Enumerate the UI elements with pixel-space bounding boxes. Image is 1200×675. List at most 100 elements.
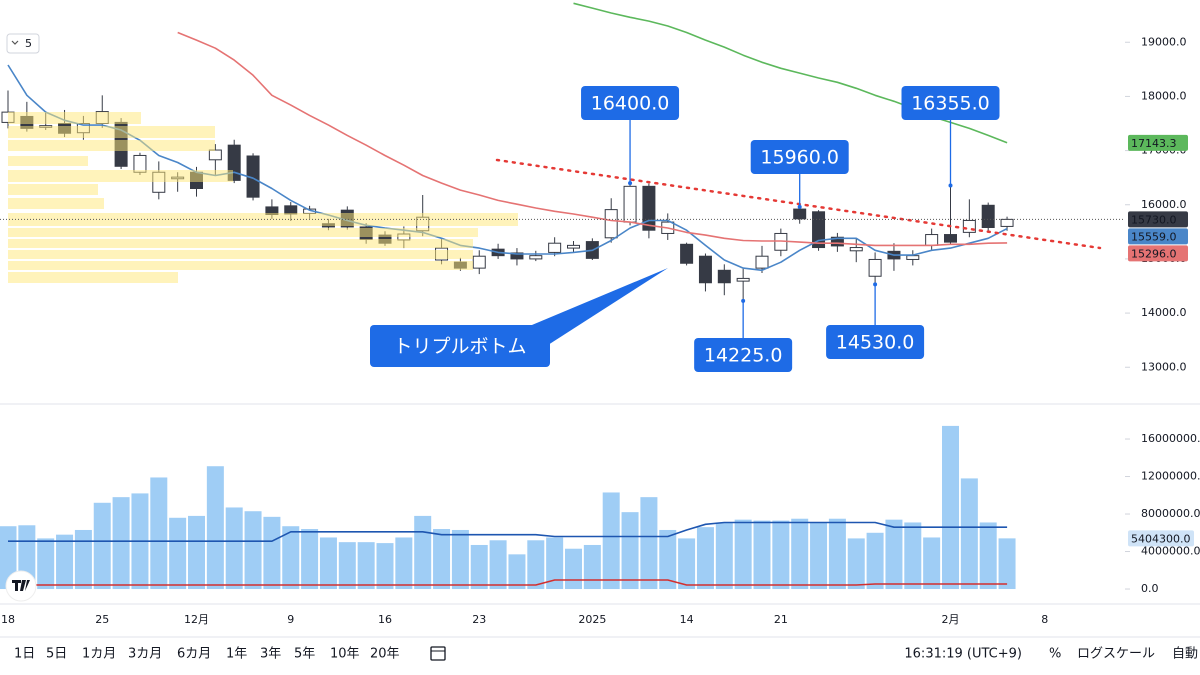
candle-body xyxy=(962,219,976,233)
callout-box xyxy=(901,86,1000,120)
volume-bar xyxy=(810,522,828,590)
interval-label[interactable]: 5 xyxy=(25,37,32,50)
percent-button[interactable]: % xyxy=(1049,647,1061,662)
y-tick-label: 16000.0 xyxy=(1141,198,1187,211)
overlay: 13000.014000.015000.016000.017000.018000… xyxy=(0,35,1200,626)
volume-bar xyxy=(979,522,997,590)
volume-bar xyxy=(56,534,74,590)
volume-bar xyxy=(696,527,714,590)
volume-bar xyxy=(489,540,507,590)
price-badge xyxy=(1128,228,1188,245)
volume-profile xyxy=(8,112,518,283)
volume-bar xyxy=(301,529,319,590)
candle-body xyxy=(906,255,920,260)
volume-bar xyxy=(565,548,582,590)
y-tick-label: 16000000.0 xyxy=(1141,432,1200,445)
callout-dot xyxy=(873,282,878,287)
volume-bar xyxy=(93,502,111,590)
price-badge-label: 15559.0 xyxy=(1131,230,1177,243)
volume-bar xyxy=(583,544,601,590)
volume-bar xyxy=(772,520,790,590)
price-badge-label: 15296.0 xyxy=(1131,247,1177,260)
x-tick-label: 21 xyxy=(774,613,788,626)
log-scale-button[interactable]: ログスケール xyxy=(1077,647,1155,662)
callout-label: 15960.0 xyxy=(760,147,839,169)
y-tick-label: 12000000.0 xyxy=(1141,470,1200,483)
volume-bar xyxy=(678,538,696,590)
candle-body xyxy=(208,149,222,161)
interval-button[interactable]: 5 xyxy=(6,33,40,54)
candle-body xyxy=(284,205,298,215)
volume-bar xyxy=(338,542,356,590)
volume-bar xyxy=(376,543,394,590)
volume-bar xyxy=(715,522,733,590)
volume-bar xyxy=(659,529,677,590)
volume-bar xyxy=(150,477,168,590)
volume-badge xyxy=(1128,530,1194,547)
range-button[interactable]: 1カ月 xyxy=(82,647,116,662)
range-button[interactable]: 1年 xyxy=(226,647,247,662)
range-button[interactable]: 3カ月 xyxy=(128,647,162,662)
range-button[interactable]: 1日 xyxy=(14,647,35,662)
x-tick-label: 16 xyxy=(378,613,392,626)
candle-body xyxy=(642,185,656,231)
y-tick-label: 0.0 xyxy=(1141,582,1159,595)
callout-label: 16400.0 xyxy=(591,93,670,115)
candle-body xyxy=(510,252,524,260)
callout-dot xyxy=(741,298,746,303)
moving-average xyxy=(7,64,1008,272)
volume-bar xyxy=(847,538,865,590)
volume-bar xyxy=(904,522,922,590)
volume-bar xyxy=(206,466,224,590)
auto-button[interactable]: 自動 xyxy=(1172,647,1198,662)
volume-bar xyxy=(433,529,451,590)
candle-body xyxy=(793,208,807,220)
x-tick-label: 25 xyxy=(95,613,109,626)
candle-body xyxy=(133,154,147,173)
callout-dot xyxy=(628,181,633,186)
x-tick-label: 18 xyxy=(1,613,15,626)
price-badge xyxy=(1128,134,1188,151)
volume-bar xyxy=(282,526,300,590)
y-tick-label: 4000000.0 xyxy=(1141,545,1200,558)
volume-bar xyxy=(998,538,1016,590)
volume-bar xyxy=(112,497,130,590)
y-tick-label: 8000000.0 xyxy=(1141,507,1200,520)
volume-bar xyxy=(244,511,262,590)
price-badge xyxy=(1128,245,1188,262)
callout-box xyxy=(750,140,849,174)
volume-bar xyxy=(508,554,526,590)
range-button[interactable]: 5日 xyxy=(46,647,67,662)
volume-bar xyxy=(74,529,92,590)
range-button[interactable]: 3年 xyxy=(260,647,281,662)
callout-dot xyxy=(797,204,802,209)
candle-body xyxy=(548,242,562,253)
volume-bar xyxy=(546,537,564,590)
callout-box xyxy=(826,325,925,359)
range-button[interactable]: 6カ月 xyxy=(177,647,211,662)
clock: 16:31:19 (UTC+9) xyxy=(904,647,1022,662)
x-tick-label: 2025 xyxy=(578,613,606,626)
volume-bar xyxy=(169,517,187,590)
range-button[interactable]: 20年 xyxy=(370,647,400,662)
volume-bar xyxy=(960,478,978,590)
range-button[interactable]: 10年 xyxy=(330,647,360,662)
x-tick-label: 12月 xyxy=(184,613,209,626)
range-button[interactable]: 5年 xyxy=(294,647,315,662)
volume-bar xyxy=(753,520,771,590)
candle-body xyxy=(1000,218,1014,227)
callout-box xyxy=(694,338,793,372)
calendar-icon[interactable] xyxy=(430,646,446,661)
price-badge xyxy=(1128,211,1188,228)
volume-bar xyxy=(828,518,846,590)
volume-bar xyxy=(621,512,639,590)
volume-bar xyxy=(395,537,413,590)
moving-average xyxy=(177,31,1008,247)
y-tick-label: 19000.0 xyxy=(1141,35,1187,48)
callout-dot xyxy=(948,183,953,188)
volume-bar xyxy=(319,537,337,590)
y-tick-label: 14000.0 xyxy=(1141,306,1187,319)
pattern-label: トリプルボトム xyxy=(393,336,526,358)
candle-body xyxy=(812,211,826,249)
